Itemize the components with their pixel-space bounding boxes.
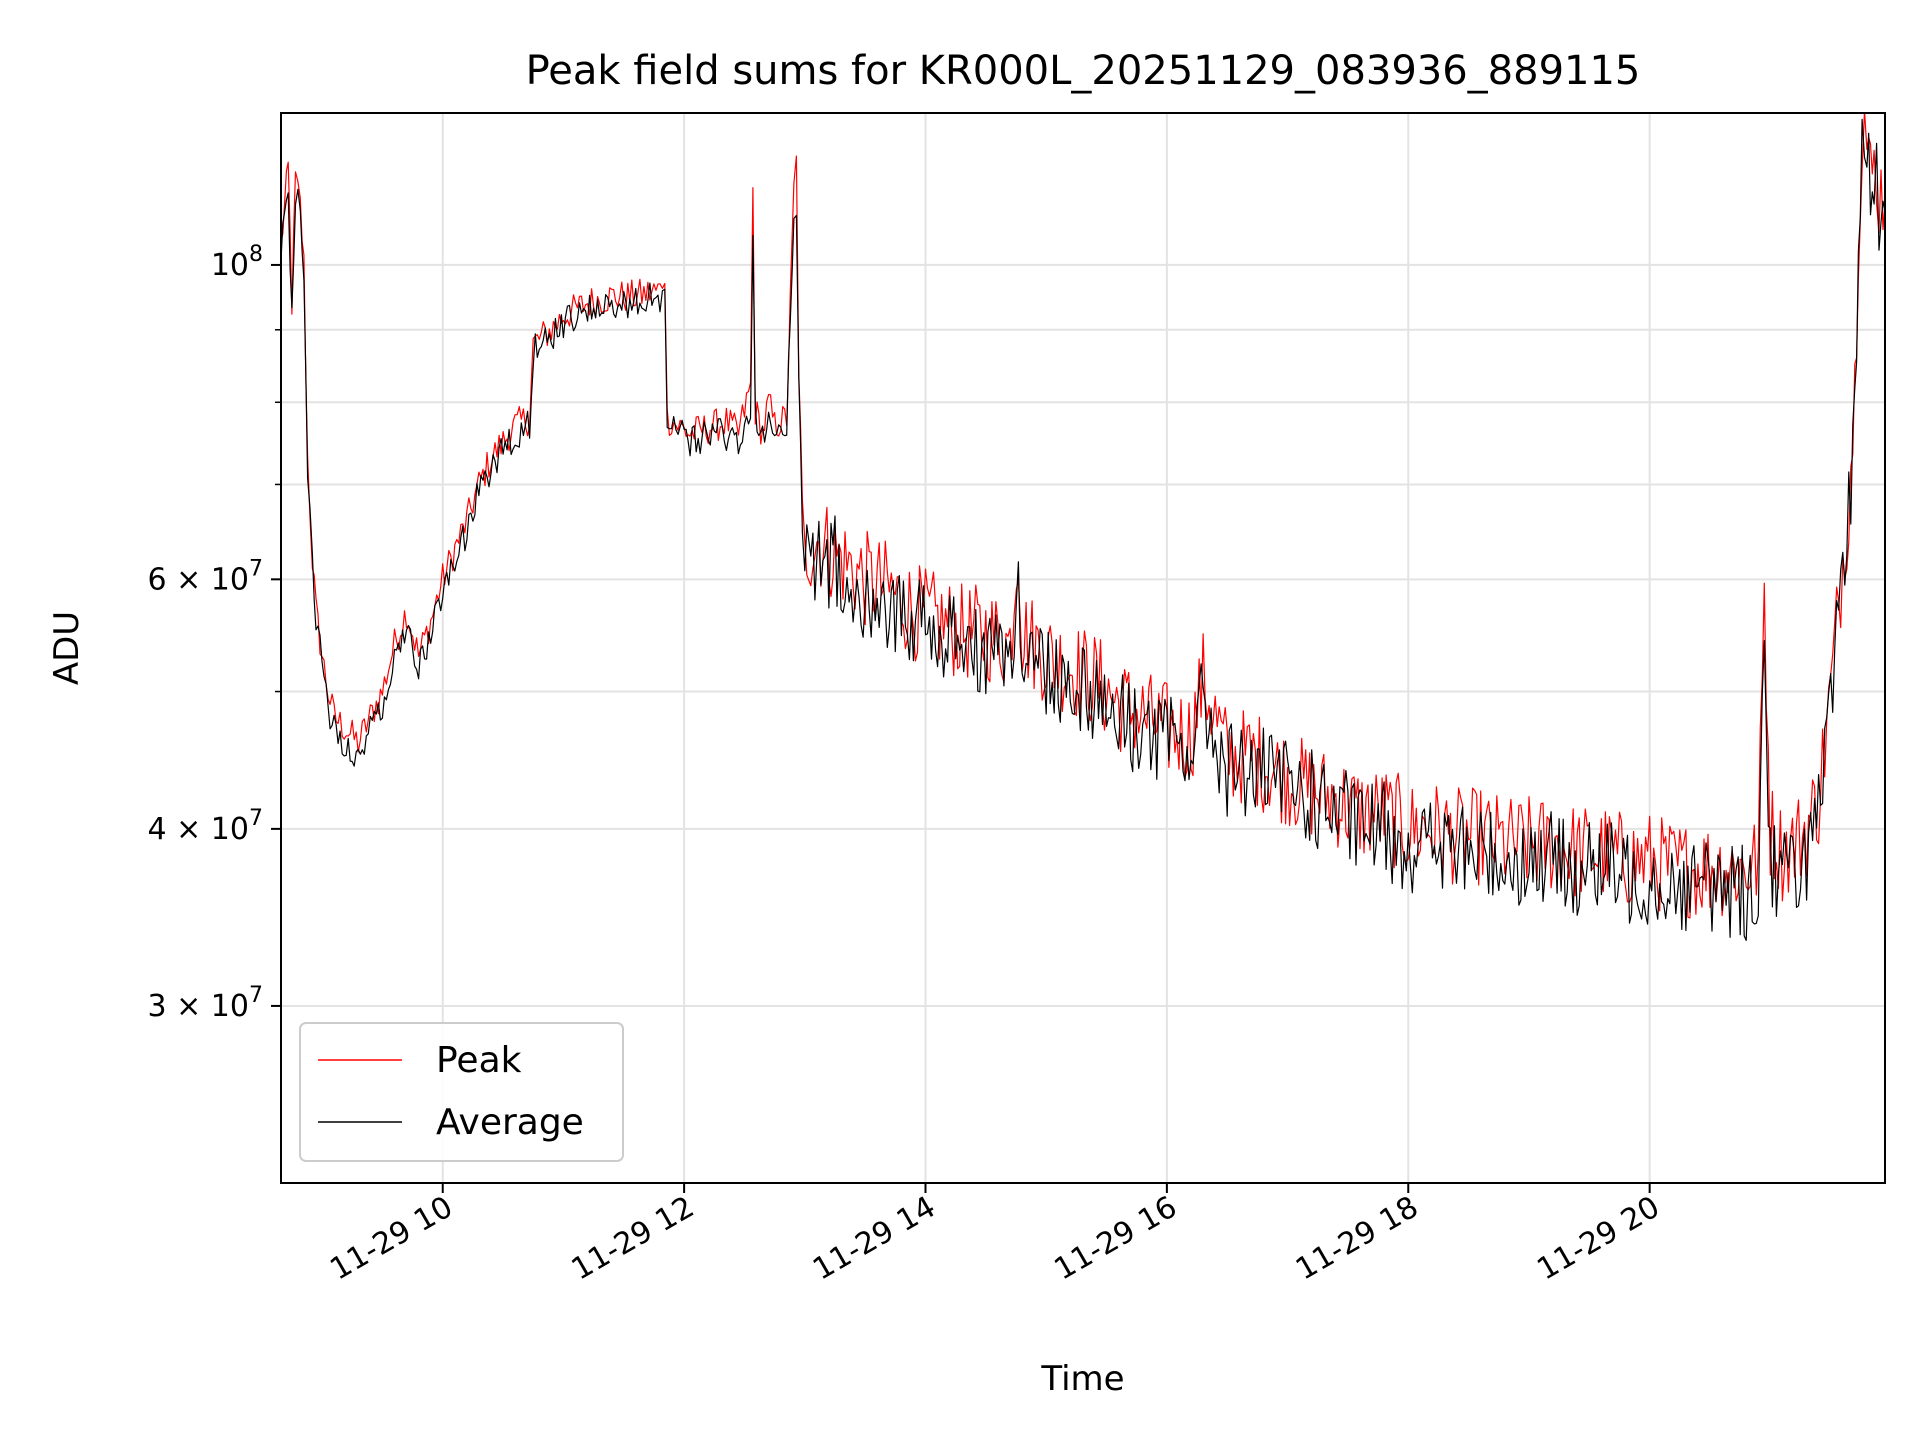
y-tick-base: 3 × 10 — [148, 989, 249, 1024]
series-line-average — [281, 118, 1885, 942]
legend: Peak Average — [299, 1022, 624, 1162]
legend-label-peak: Peak — [436, 1040, 522, 1081]
y-tick-exponent: 7 — [249, 556, 263, 581]
grid — [281, 113, 1885, 1183]
y-tick-label: 6 × 107 — [148, 556, 263, 597]
y-tick-base: 10 — [211, 248, 249, 283]
plot-frame — [280, 112, 1886, 1184]
series-layer — [281, 113, 1885, 942]
chart-title: Peak field sums for KR000L_20251129_0839… — [526, 48, 1641, 94]
legend-box — [299, 1022, 624, 1162]
legend-label-average: Average — [436, 1102, 584, 1143]
y-tick-label: 108 — [211, 242, 263, 283]
y-tick-base: 6 × 10 — [148, 562, 249, 597]
y-axis-label: ADU — [47, 611, 87, 685]
y-tick-label: 4 × 107 — [148, 806, 263, 847]
y-tick-exponent: 8 — [249, 242, 263, 267]
y-tick-exponent: 7 — [249, 983, 263, 1008]
x-axis-label: Time — [1040, 1359, 1124, 1399]
y-tick-exponent: 7 — [249, 806, 263, 831]
y-tick-label: 3 × 107 — [148, 983, 263, 1024]
y-tick-base: 4 × 10 — [148, 812, 249, 847]
